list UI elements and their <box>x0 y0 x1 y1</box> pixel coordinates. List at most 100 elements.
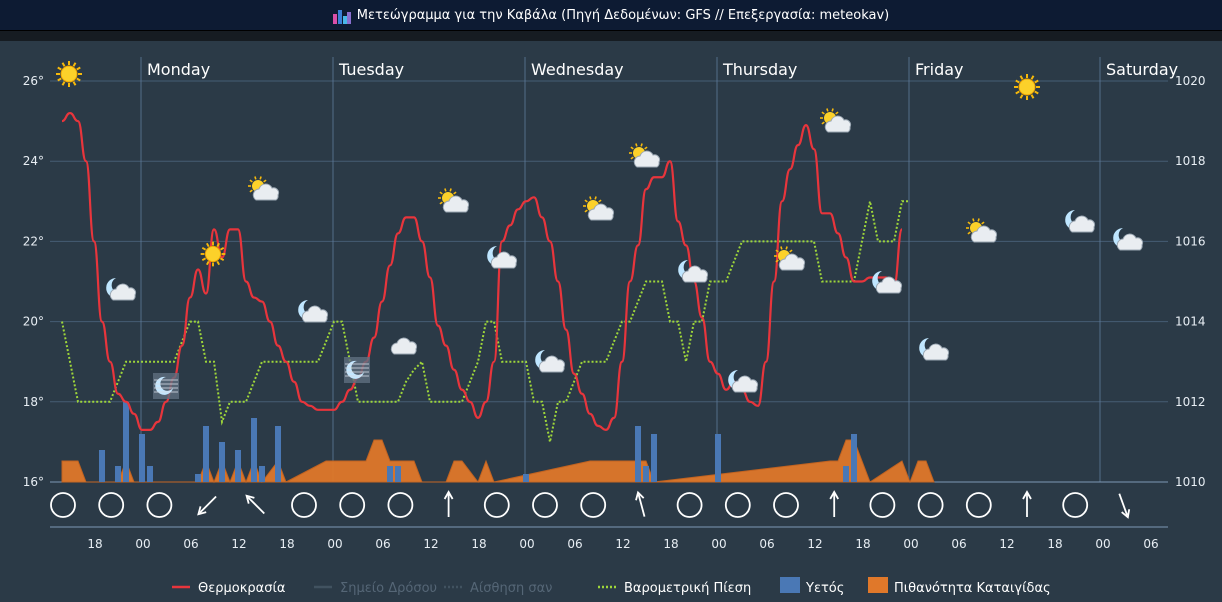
wind-calm-icon <box>387 492 414 518</box>
wind-arrow-icon <box>443 490 454 517</box>
precip-bar <box>395 466 401 482</box>
temperature-line <box>61 111 904 431</box>
wind-calm-icon <box>773 492 799 518</box>
precip-bar <box>123 402 129 482</box>
wind-arrow-icon <box>245 494 265 515</box>
hour-label: 06 <box>1143 537 1158 551</box>
legend-label: Υετός <box>805 581 844 596</box>
legend-label: Πιθανότητα Καταιγίδας <box>894 581 1051 596</box>
hour-label: 12 <box>615 537 630 551</box>
y-left-tick: 22° <box>23 234 44 248</box>
night-cloud-icon <box>298 300 328 323</box>
cloud-icon <box>390 337 417 355</box>
chart-grid <box>50 57 1168 528</box>
chart-header: Μετεώγραμμα για την Καβάλα (Πηγή Δεδομέν… <box>0 0 1222 31</box>
day-label: Thursday <box>722 60 797 79</box>
chart-axes: 16° 18° 20° 22° 24° 26° 1010 1012 1014 1016 1018 10… <box>23 60 1206 551</box>
day-label: Saturday <box>1106 60 1178 79</box>
precipitation-series <box>99 402 857 482</box>
hour-label: 12 <box>807 537 822 551</box>
sun-icon <box>56 61 82 87</box>
night-cloud-icon <box>872 271 902 294</box>
precip-bar <box>251 418 257 482</box>
partly-cloudy-icon <box>629 143 660 168</box>
night-cloud-icon <box>487 246 517 269</box>
y-right-tick: 1014 <box>1175 315 1206 329</box>
wind-arrow-icon <box>197 495 217 516</box>
precip-bar <box>651 434 657 482</box>
wind-calm-icon <box>291 492 317 518</box>
storm-area <box>61 439 935 484</box>
night-cloud-icon <box>1065 210 1095 233</box>
precip-bar <box>203 426 209 482</box>
precip-bar <box>219 442 225 482</box>
wind-arrow-icon <box>1118 493 1131 519</box>
chart-legend: Θερμοκρασία Σημείο Δρόσου Αίσθηση σαν Βαρομ… <box>172 577 1051 596</box>
precip-bar <box>715 434 721 482</box>
y-left-tick: 24° <box>23 154 44 168</box>
hour-label: 00 <box>135 537 150 551</box>
sun-icon <box>200 241 226 267</box>
hour-label: 06 <box>759 537 774 551</box>
hour-label: 12 <box>231 537 246 551</box>
temperature-series <box>61 111 904 431</box>
night-cloud-icon <box>678 260 708 283</box>
precip-bar <box>139 434 145 482</box>
wind-arrow-icon <box>635 490 646 517</box>
precip-bar <box>259 466 265 482</box>
hour-label: 18 <box>855 537 870 551</box>
wind-calm-icon <box>1062 492 1089 518</box>
legend-label: Βαρομετρική Πίεση <box>624 581 751 596</box>
wind-calm-icon <box>917 492 944 518</box>
y-right-tick: 1010 <box>1175 475 1206 489</box>
hour-label: 06 <box>183 537 198 551</box>
hour-label: 00 <box>711 537 726 551</box>
precip-bar <box>195 474 201 482</box>
y-left-tick: 16° <box>23 475 44 489</box>
legend-swatch <box>780 577 800 593</box>
hour-label: 06 <box>567 537 582 551</box>
night-cloud-icon <box>1113 228 1143 251</box>
legend-swatch <box>868 577 888 593</box>
hour-label: 00 <box>1095 537 1110 551</box>
wind-arrow-icon <box>829 490 839 517</box>
partly-cloudy-icon <box>820 108 851 133</box>
hour-label: 00 <box>903 537 918 551</box>
day-label: Wednesday <box>531 60 624 79</box>
hour-label: 18 <box>1047 537 1062 551</box>
precip-bar <box>643 466 649 482</box>
sun-icon <box>1014 74 1040 100</box>
precip-bar <box>115 466 121 482</box>
y-right-tick: 1016 <box>1175 234 1206 248</box>
wind-calm-icon <box>676 492 703 518</box>
chart-title: Μετεώγραμμα για την Καβάλα (Πηγή Δεδομέν… <box>356 7 890 23</box>
wind-calm-icon <box>724 492 751 518</box>
partly-cloudy-icon <box>966 218 997 243</box>
weather-icons <box>56 61 1143 399</box>
hour-label: 06 <box>951 537 966 551</box>
precip-bar <box>147 466 153 482</box>
wind-calm-icon <box>98 492 125 518</box>
wind-arrow-icon <box>1022 490 1032 517</box>
legend-label: Αίσθηση σαν <box>470 581 552 596</box>
precip-bar <box>843 466 849 482</box>
precip-bar <box>275 426 281 482</box>
hour-label: 12 <box>423 537 438 551</box>
hour-label: 18 <box>279 537 294 551</box>
partly-cloudy-icon <box>438 188 469 213</box>
night-cloud-icon <box>106 278 136 301</box>
hour-label: 12 <box>999 537 1014 551</box>
wind-calm-icon <box>532 492 558 518</box>
hour-label: 18 <box>87 537 102 551</box>
day-label: Friday <box>915 60 964 79</box>
precip-bar <box>635 426 641 482</box>
hour-label: 18 <box>663 537 678 551</box>
hour-label: 00 <box>327 537 342 551</box>
wind-calm-icon <box>50 492 76 518</box>
y-left-tick: 18° <box>23 395 44 409</box>
y-right-tick: 1012 <box>1175 395 1206 409</box>
night-fog-icon <box>344 357 370 383</box>
wind-calm-icon <box>483 492 510 518</box>
storm-probability-series <box>61 439 935 484</box>
y-left-tick: 26° <box>23 74 44 88</box>
